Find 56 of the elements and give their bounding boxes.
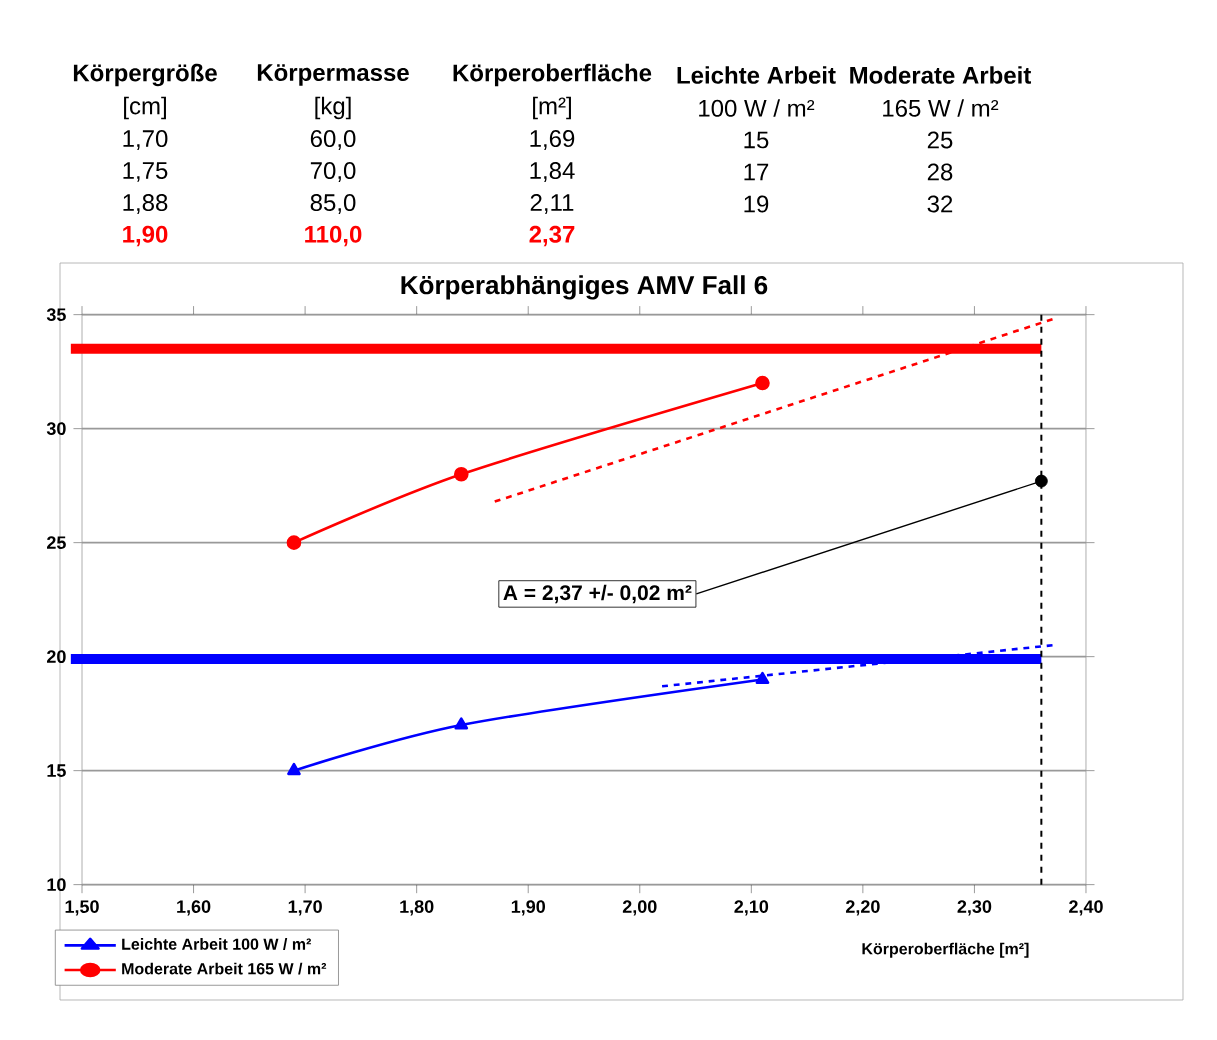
text: 110,0 — [305, 225, 362, 247]
category-label: Leichte Arbeit — [677, 66, 836, 84]
text: 60,0 — [310, 130, 356, 150]
x-axis-title: Körperoberfläche [m²] — [862, 942, 1029, 958]
legend-label: Moderate Arbeit 165 W / m² — [122, 962, 327, 975]
text: 2,11 — [530, 194, 574, 214]
point — [755, 375, 770, 391]
point — [1034, 474, 1048, 488]
category-label: Körpermasse — [257, 64, 409, 86]
y-tick-label: 20 — [47, 650, 66, 664]
point — [454, 717, 469, 730]
text: 1,88 — [123, 194, 168, 214]
x-tick-label: 2,40 — [1069, 900, 1103, 916]
x-tick-label: 1,80 — [400, 900, 434, 916]
text: [m²] — [533, 96, 571, 120]
text: 85,0 — [310, 194, 356, 214]
x-tick-label: 2,20 — [845, 900, 880, 916]
text: 15 — [744, 131, 769, 149]
text: [kg] — [315, 96, 351, 120]
annotation: A = 2,37 +/- 0,02 m² — [503, 584, 692, 604]
text: 70,0 — [310, 162, 356, 182]
x-tick-label: 1,70 — [288, 900, 322, 916]
text: 17 — [744, 163, 769, 181]
text: 100 W / m² — [699, 99, 815, 117]
category-label: Körperoberfläche — [453, 63, 652, 87]
text: 1,90 — [123, 225, 168, 247]
x-tick-label: 1,50 — [65, 900, 99, 916]
text: 1,70 — [123, 130, 168, 150]
point — [755, 671, 770, 684]
text: 1,84 — [530, 162, 575, 182]
text: 2,37 — [529, 225, 575, 247]
text: 1,69 — [530, 130, 575, 150]
category-label: Körpergröße — [73, 63, 217, 87]
point — [287, 762, 301, 776]
y-tick-label: 25 — [47, 536, 66, 550]
y-tick-label: 30 — [46, 422, 66, 436]
category-label: Moderate Arbeit — [850, 66, 1032, 84]
y-tick-label: 10 — [47, 878, 66, 892]
x-tick-label: 2,30 — [957, 900, 992, 916]
point — [286, 535, 302, 550]
x-tick-label: 2,10 — [734, 900, 769, 916]
y-tick-label: 35 — [46, 308, 66, 322]
x-tick-label: 1,90 — [511, 900, 545, 916]
text: 32 — [927, 195, 953, 213]
x-tick-label: 1,60 — [177, 900, 211, 916]
text: 165 W / m² — [883, 99, 999, 117]
chart-title: Körperabhängiges AMV Fall 6 — [401, 275, 768, 300]
legend-label: Leichte Arbeit 100 W / m² — [122, 938, 312, 950]
text: 28 — [927, 163, 953, 181]
y-tick-label: 15 — [47, 764, 66, 777]
text: 1,75 — [123, 162, 168, 182]
x-tick-label: 2,00 — [622, 900, 657, 916]
text: 25 — [927, 131, 953, 149]
text: [cm] — [124, 96, 166, 120]
text: 19 — [744, 195, 769, 213]
point — [453, 466, 469, 482]
